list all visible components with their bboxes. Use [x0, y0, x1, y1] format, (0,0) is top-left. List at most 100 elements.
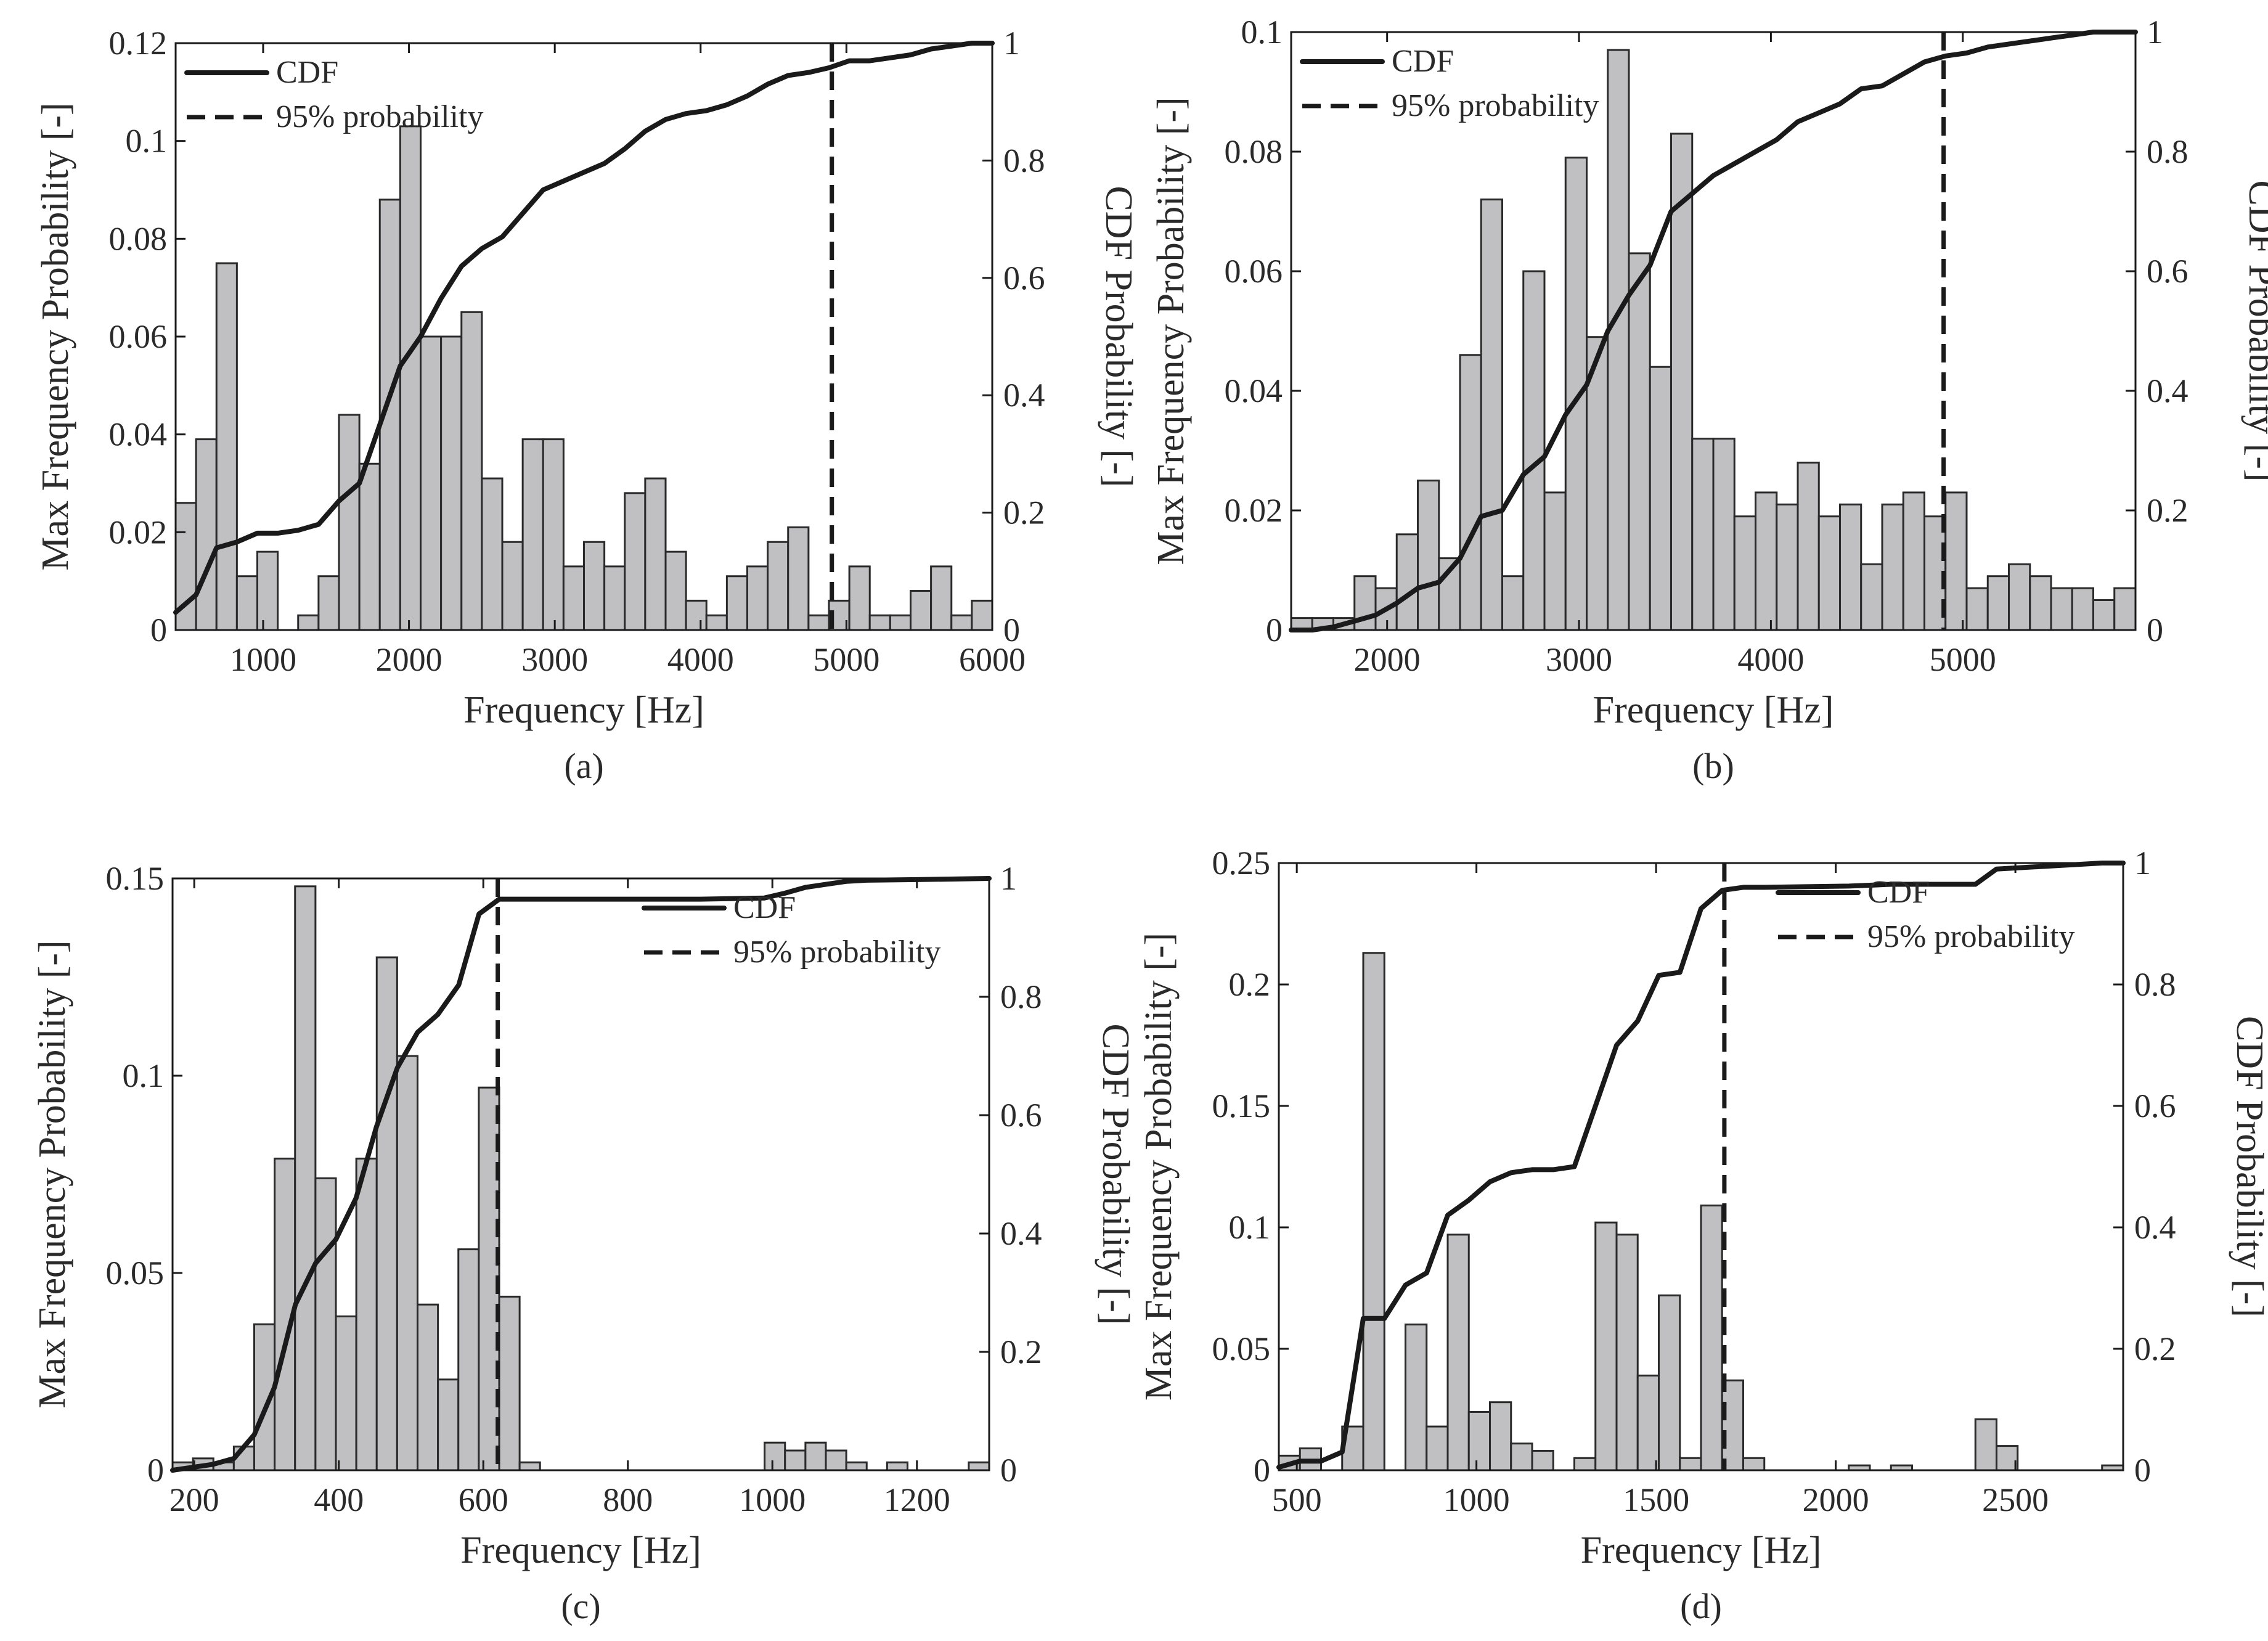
histogram-bar	[235, 575, 258, 631]
y-axis-label: Max Frequency Probability [-]	[35, 102, 76, 570]
histogram-bar	[2113, 587, 2137, 631]
histogram-bar	[1679, 1457, 1702, 1471]
histogram-bar	[685, 599, 708, 631]
histogram-bar	[518, 1461, 541, 1471]
histogram-bar	[767, 541, 789, 631]
x-tick-label: 2000	[376, 641, 443, 678]
histogram-bar	[2008, 563, 2031, 631]
histogram-bar	[825, 1449, 847, 1471]
histogram-bar	[1860, 563, 1883, 631]
y-tick-label: 0.12	[109, 25, 168, 62]
histogram-bar	[1986, 575, 2010, 631]
histogram-bar	[1996, 1445, 2019, 1471]
legend: CDF 95% probability	[184, 55, 484, 134]
y2-tick-label: 0.8	[1003, 142, 1045, 179]
histogram-bar	[1564, 157, 1588, 631]
histogram-bar	[2071, 587, 2094, 631]
axes-frame	[171, 877, 990, 1471]
histogram-bar	[1712, 438, 1736, 631]
histogram-bar	[1649, 366, 1672, 631]
y2-tick-label: 0.6	[2147, 253, 2188, 290]
histogram-bar	[195, 438, 218, 631]
x-axis-label: Frequency [Hz]	[463, 689, 704, 731]
panel-label: (d)	[1680, 1586, 1722, 1626]
histogram-bar	[1944, 491, 1968, 631]
histogram-bar	[1636, 1374, 1660, 1471]
axes-frame	[1278, 862, 2124, 1471]
histogram-bar	[399, 125, 422, 631]
cdf-line	[173, 41, 995, 615]
y2-tick-label: 1	[1003, 25, 1020, 62]
y-tick-label: 0.1	[1241, 14, 1283, 51]
histogram-bar	[1480, 198, 1503, 631]
x-tick-label: 5000	[1930, 641, 1996, 678]
histogram-bar	[787, 526, 810, 631]
y2-tick-label: 0.2	[2134, 1330, 2176, 1367]
x-tick-label: 1000	[739, 1481, 806, 1518]
histogram-bar	[314, 1177, 337, 1471]
histogram-bar	[2092, 599, 2116, 631]
histogram-bar	[1417, 480, 1440, 631]
histogram-bar	[910, 590, 932, 631]
cdf-line	[170, 876, 992, 1473]
legend-cdf-label: CDF	[1392, 44, 1454, 79]
histogram-bar	[1817, 515, 1841, 631]
y2-axis-label: CDF Probability [-]	[1098, 186, 1140, 487]
histogram-bar	[355, 1157, 378, 1471]
axes-frame	[1290, 31, 2137, 631]
y-tick-label: 0.1	[123, 1057, 165, 1094]
histogram-bar	[1459, 354, 1482, 631]
chart-panel-2: 2000 3000 4000 5000 0 0.02 0.04 0.06 0.08 0.1 0 0.2…	[1150, 14, 2268, 786]
y2-tick-label: 0.2	[1000, 1333, 1042, 1370]
histogram-bar	[501, 541, 524, 631]
y-tick-label: 0.04	[109, 416, 168, 453]
histogram-bar	[971, 599, 993, 631]
cdf-line	[1276, 861, 2126, 1470]
histogram-bar	[1974, 1418, 1997, 1471]
histogram-bar	[1742, 1457, 1766, 1471]
histogram-bar	[1755, 491, 1778, 631]
histogram-bar	[848, 565, 871, 631]
x-tick-label: 500	[1272, 1481, 1322, 1518]
y2-tick-label: 1	[2147, 14, 2163, 51]
histogram-bar	[725, 575, 748, 631]
cdf-line	[1289, 30, 2138, 632]
y2-tick-label: 0	[2147, 612, 2163, 649]
y-tick-label: 0.1	[1229, 1209, 1271, 1246]
histogram-bar	[764, 1441, 786, 1471]
histogram-bar	[1522, 270, 1546, 631]
x-tick-label: 6000	[959, 641, 1026, 678]
x-tick-label: 200	[169, 1481, 219, 1518]
histogram-bar	[1362, 952, 1385, 1471]
histogram-bar	[1501, 575, 1525, 631]
histogram-bar	[930, 565, 953, 631]
histogram-bar	[1733, 515, 1756, 631]
histogram-bar	[1965, 587, 1989, 631]
y-tick-label: 0.04	[1225, 372, 1283, 409]
histogram-bar	[481, 477, 504, 631]
histogram-bar	[1721, 1379, 1744, 1471]
histogram-bar	[644, 477, 667, 631]
histogram-bar	[968, 1461, 990, 1471]
panel-label: (b)	[1692, 746, 1734, 786]
histogram-bar	[562, 565, 585, 631]
histogram-bar	[335, 1315, 357, 1471]
y-tick-label: 0	[147, 1452, 164, 1489]
x-tick-label: 3000	[1546, 641, 1612, 678]
histogram-bar	[950, 614, 973, 631]
legend: CDF 95% probability	[642, 890, 941, 970]
histogram-bar	[460, 311, 483, 631]
y-tick-label: 0.1	[126, 123, 168, 160]
y2-tick-label: 1	[1000, 860, 1017, 897]
histogram-bar	[1607, 49, 1630, 631]
histogram-bar	[1691, 438, 1715, 631]
histogram-bar	[375, 956, 398, 1471]
y-tick-label: 0.15	[1212, 1087, 1271, 1124]
histogram-bar	[845, 1461, 868, 1471]
histogram-bar	[542, 438, 565, 631]
histogram-bar	[317, 575, 340, 631]
y2-tick-label: 1	[2134, 845, 2151, 882]
histogram-bar	[396, 1055, 418, 1471]
histogram-bar	[1881, 503, 1904, 631]
